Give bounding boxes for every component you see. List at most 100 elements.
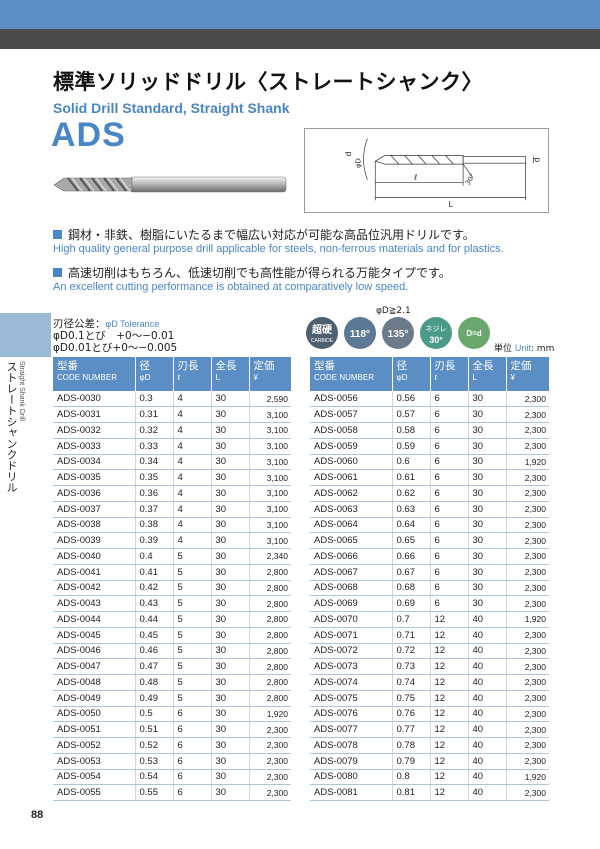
feature-2: 高速切削はもちろん、低速切削でも高性能が得られる万能タイプです。 [53,264,451,281]
cell-flute-length: 6 [173,737,212,754]
cell-overall-length: 40 [468,690,507,707]
cell-code: ADS-0065 [310,532,393,549]
cell-price: 2,300 [506,548,549,565]
cell-overall-length: 40 [468,643,507,660]
cell-price: 2,800 [249,627,291,644]
cell-price: 2,300 [506,674,549,691]
cell-diameter: 0.77 [392,721,431,738]
cell-diameter: 0.6 [392,454,431,471]
cell-flute-length: 6 [430,391,469,408]
table-row: ADS-0056 0.56 6 30 2,300 [310,391,549,408]
table-row: ADS-0035 0.35 4 30 3,100 [53,469,291,486]
table-header-row: 型番 CODE NUMBER 径 φD 刃長 ℓ 全長 L 定価 ¥ [53,357,291,391]
cell-flute-length: 6 [430,406,469,423]
cell-flute-length: 6 [173,721,212,738]
table-row: ADS-0046 0.46 5 30 2,800 [53,643,291,660]
table-row: ADS-0032 0.32 4 30 3,100 [53,422,291,439]
cell-price: 2,300 [506,485,549,502]
cell-overall-length: 30 [468,548,507,565]
cell-price: 3,100 [249,517,291,534]
cell-overall-length: 30 [211,627,250,644]
cell-flute-length: 12 [430,737,469,754]
cell-flute-length: 4 [173,469,212,486]
cell-overall-length: 30 [468,422,507,439]
cell-flute-length: 6 [173,753,212,770]
cell-flute-length: 4 [173,391,212,408]
cell-flute-length: 6 [430,438,469,455]
cell-flute-length: 5 [173,643,212,660]
table-row: ADS-0059 0.59 6 30 2,300 [310,438,549,455]
cell-price: 2,300 [506,501,549,518]
table-row: ADS-0051 0.51 6 30 2,300 [53,721,291,738]
table-row: ADS-0044 0.44 5 30 2,800 [53,611,291,628]
cell-price: 2,300 [506,438,549,455]
cell-flute-length: 12 [430,658,469,675]
table-row: ADS-0049 0.49 5 30 2,800 [53,690,291,707]
table-header-row: 型番 CODE NUMBER 径 φD 刃長 ℓ 全長 L 定価 ¥ [310,357,549,391]
diagram-label-flute-length: ℓ [413,173,417,182]
table-row: ADS-0053 0.53 6 30 2,300 [53,753,291,770]
cell-flute-length: 6 [430,532,469,549]
diagram-label-helix-angle: 30° [464,172,477,186]
table-row: ADS-0043 0.43 5 30 2,800 [53,595,291,612]
cell-diameter: 0.76 [392,706,431,723]
cell-code: ADS-0031 [53,406,136,423]
cell-overall-length: 40 [468,627,507,644]
cell-price: 2,300 [506,391,549,408]
cell-code: ADS-0059 [310,438,393,455]
cell-flute-length: 5 [173,690,212,707]
bullet-square-icon [53,268,62,277]
cell-diameter: 0.67 [392,564,431,581]
cell-overall-length: 30 [211,737,250,754]
svg-text:CARBIDE: CARBIDE [311,338,334,344]
cell-code: ADS-0040 [53,548,136,565]
cell-overall-length: 40 [468,737,507,754]
cell-price: 2,300 [506,784,549,801]
svg-text:135°: 135° [388,329,409,340]
cell-price: 2,300 [506,564,549,581]
cell-flute-length: 4 [173,438,212,455]
cell-flute-length: 6 [430,564,469,581]
cell-overall-length: 30 [211,658,250,675]
cell-price: 2,300 [249,721,291,738]
cell-diameter: 0.65 [392,532,431,549]
cell-price: 2,300 [249,784,291,801]
cell-overall-length: 30 [211,564,250,581]
cell-code: ADS-0066 [310,548,393,565]
cell-code: ADS-0079 [310,753,393,770]
cell-flute-length: 4 [173,517,212,534]
cell-overall-length: 30 [211,422,250,439]
section-label: ストレートシャンクドリル [5,361,18,493]
cell-code: ADS-0037 [53,501,136,518]
cell-price: 2,340 [249,548,291,565]
cell-diameter: 0.57 [392,406,431,423]
cell-price: 2,800 [249,595,291,612]
header-dark-bar [0,29,600,49]
cell-flute-length: 5 [173,548,212,565]
cell-code: ADS-0062 [310,485,393,502]
cell-overall-length: 30 [211,501,250,518]
cell-price: 2,300 [506,753,549,770]
cell-price: 3,100 [249,469,291,486]
svg-text:30°: 30° [429,335,443,345]
cell-flute-length: 6 [430,548,469,565]
cell-diameter: 0.4 [135,548,174,565]
cell-overall-length: 30 [211,580,250,597]
table-row: ADS-0073 0.73 12 40 2,300 [310,658,549,675]
diagram-label-point-angle: d [344,151,353,156]
cell-diameter: 0.59 [392,438,431,455]
table-row: ADS-0034 0.34 4 30 3,100 [53,454,291,471]
table-row: ADS-0067 0.67 6 30 2,300 [310,564,549,581]
cell-overall-length: 30 [468,517,507,534]
cell-diameter: 0.79 [392,753,431,770]
table-row: ADS-0036 0.36 4 30 3,100 [53,485,291,502]
cell-diameter: 0.38 [135,517,174,534]
cell-price: 3,100 [249,422,291,439]
cell-price: 2,300 [249,769,291,786]
cell-flute-length: 5 [173,658,212,675]
cell-flute-length: 5 [173,595,212,612]
cell-flute-length: 5 [173,580,212,597]
cell-diameter: 0.3 [135,391,174,408]
cell-diameter: 0.54 [135,769,174,786]
cell-flute-length: 6 [173,769,212,786]
